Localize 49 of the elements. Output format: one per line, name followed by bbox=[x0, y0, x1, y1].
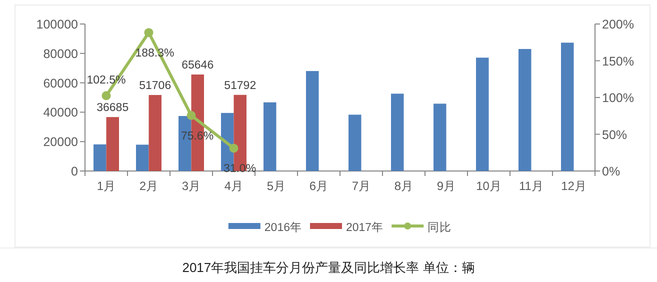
bar bbox=[476, 58, 489, 171]
x-tick-label: 9月 bbox=[436, 179, 456, 193]
bar bbox=[434, 104, 446, 171]
y2-tick-label: 150% bbox=[602, 54, 634, 68]
bar bbox=[136, 144, 149, 171]
y-tick-label: 80000 bbox=[43, 46, 78, 61]
data-label: 65646 bbox=[182, 60, 214, 72]
bar bbox=[306, 71, 319, 171]
legend-label: 同比 bbox=[428, 221, 452, 234]
bar bbox=[94, 144, 106, 171]
y-tick-label: 0 bbox=[71, 164, 78, 178]
y2-tick-label: 50% bbox=[602, 128, 628, 142]
y-tick-label: 100000 bbox=[36, 18, 78, 32]
y-tick-label: 40000 bbox=[43, 106, 78, 120]
x-tick-label: 2月 bbox=[139, 179, 158, 193]
x-tick-label: 11月 bbox=[519, 179, 544, 193]
x-tick-label: 7月 bbox=[352, 179, 371, 193]
y2-tick-label: 0% bbox=[602, 164, 620, 178]
bar bbox=[148, 94, 162, 171]
x-tick-label: 4月 bbox=[224, 179, 244, 193]
y-tick-label: 60000 bbox=[43, 76, 78, 90]
data-label: 51706 bbox=[139, 80, 172, 92]
data-label: 51792 bbox=[224, 80, 256, 92]
y2-tick-label: 200% bbox=[602, 18, 634, 32]
x-tick-label: 1月 bbox=[96, 179, 116, 193]
y2-tick-label: 100% bbox=[602, 91, 634, 105]
x-tick-label: 10月 bbox=[476, 179, 502, 193]
data-label: 31.0% bbox=[223, 163, 256, 176]
data-label: 75.6% bbox=[180, 130, 214, 142]
point bbox=[229, 144, 238, 153]
y-tick-label: 20000 bbox=[43, 135, 78, 150]
x-tick-label: 8月 bbox=[394, 179, 414, 193]
legend-label: 2017年 bbox=[346, 221, 384, 234]
x-tick-label: 5月 bbox=[266, 179, 286, 193]
data-label: 36685 bbox=[96, 102, 129, 114]
bar bbox=[348, 114, 362, 171]
bar bbox=[518, 48, 532, 171]
bar bbox=[106, 117, 119, 171]
point bbox=[144, 28, 154, 38]
x-tick-label: 6月 bbox=[309, 179, 328, 193]
bar bbox=[561, 42, 574, 171]
text: 2017年我国挂车分月份产量及同比增长率 单位：辆 bbox=[182, 260, 475, 275]
bar bbox=[264, 102, 276, 171]
x-tick-label: 12月 bbox=[561, 179, 586, 193]
legend-label: 2016年 bbox=[264, 221, 302, 234]
x-tick-label: 3月 bbox=[182, 179, 201, 193]
point bbox=[186, 110, 196, 120]
bar bbox=[391, 94, 404, 171]
point bbox=[102, 91, 111, 100]
